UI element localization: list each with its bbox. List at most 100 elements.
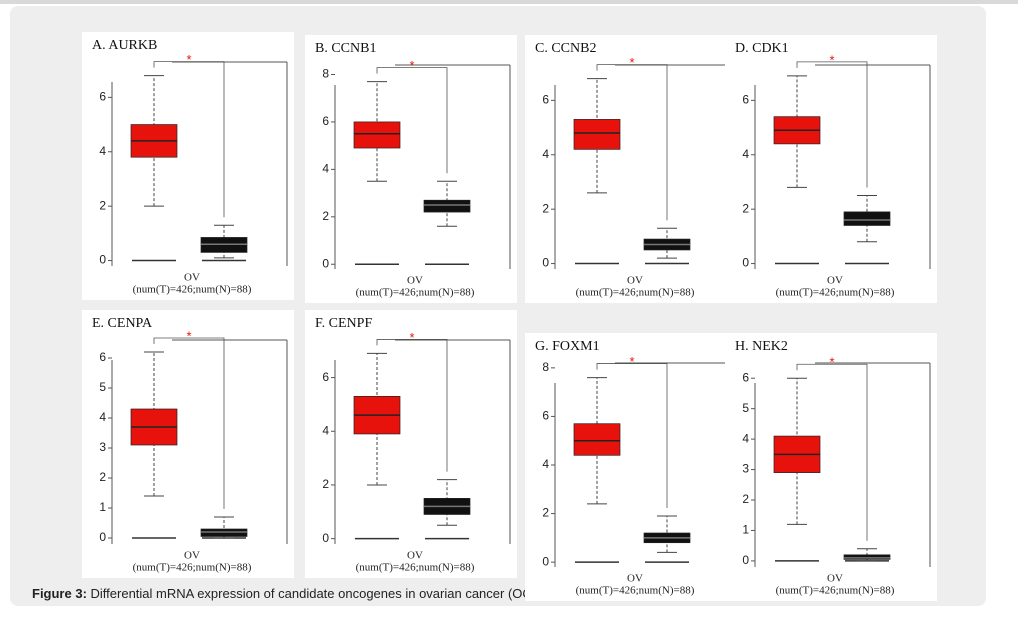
y-tick-label: 2 [322, 209, 329, 223]
significance-bracket [153, 61, 225, 218]
y-tick-label: 2 [742, 201, 749, 215]
y-tick-label: 1 [99, 500, 106, 514]
caption: Figure 3: Differential mRNA expression o… [32, 586, 536, 601]
significance-bracket [376, 339, 448, 472]
y-tick-label: 8 [322, 67, 329, 81]
y-tick-label: 4 [322, 162, 329, 176]
panel: B. CCNB1 0 2 4 6 8 * OV(num(T)=426;num(N)=88) [305, 35, 517, 303]
y-tick-label: 6 [742, 370, 749, 384]
y-tick-label: 3 [99, 440, 106, 454]
y-tick-label: 4 [99, 144, 106, 158]
y-tick-label: 0 [742, 256, 749, 270]
y-tick-label: 2 [99, 198, 106, 212]
significance-bracket [596, 363, 668, 508]
y-tick-label: 2 [542, 506, 549, 520]
y-tick-label: 6 [542, 409, 549, 423]
x-axis-label: OV [184, 272, 200, 284]
panel-title: B. CCNB1 [315, 41, 376, 56]
panel-title: A. AURKB [92, 38, 157, 53]
panel: A. AURKB 0 2 4 6 * OV(num(T)=426;num(N)=88) [82, 32, 294, 300]
y-tick-label: 0 [99, 530, 106, 544]
y-tick-label: 2 [322, 477, 329, 491]
significance-star: * [409, 330, 414, 345]
y-tick-label: 4 [742, 431, 749, 445]
significance-bracket [796, 61, 868, 188]
y-tick-label: 3 [742, 462, 749, 476]
panel-background [525, 333, 737, 601]
panel-background [725, 35, 937, 303]
y-tick-label: 0 [542, 256, 549, 270]
significance-star: * [186, 52, 191, 67]
box [573, 119, 621, 150]
significance-bracket [376, 67, 448, 174]
y-tick-label: 4 [322, 423, 329, 437]
y-tick-label: 6 [322, 114, 329, 128]
significance-star: * [186, 328, 191, 343]
y-tick-label: 4 [542, 457, 549, 471]
caption-text: Differential mRNA expression of candidat… [87, 586, 536, 601]
y-tick-label: 0 [322, 531, 329, 545]
sample-note: (num(T)=426;num(N)=88) [576, 585, 695, 597]
box [353, 121, 401, 149]
panel-background [725, 333, 937, 601]
y-tick-label: 0 [322, 256, 329, 270]
sample-note: (num(T)=426;num(N)=88) [133, 284, 252, 296]
sample-note: (num(T)=426;num(N)=88) [576, 287, 695, 299]
y-tick-label: 5 [99, 380, 106, 394]
sample-note: (num(T)=426;num(N)=88) [356, 287, 475, 299]
significance-bracket [596, 64, 668, 221]
y-tick-label: 0 [742, 553, 749, 567]
y-tick-label: 6 [99, 90, 106, 104]
y-tick-label: 5 [742, 401, 749, 415]
y-tick-label: 2 [99, 470, 106, 484]
panel-background [82, 32, 294, 300]
panel-title: G. FOXM1 [535, 339, 600, 354]
y-tick-label: 4 [542, 147, 549, 161]
panel-background [305, 35, 517, 303]
panel: F. CENPF 0 2 4 6 * OV(num(T)=426;num(N)=88) [305, 310, 517, 578]
panel-title: D. CDK1 [735, 41, 789, 56]
box [843, 211, 891, 226]
significance-star: * [629, 55, 634, 70]
y-tick-label: 6 [99, 350, 106, 364]
y-tick-label: 2 [542, 201, 549, 215]
y-tick-label: 6 [742, 93, 749, 107]
panel: G. FOXM1 0 2 4 6 8 * OV(num(T)=426;num(N)=88) [525, 333, 737, 601]
sample-note: (num(T)=426;num(N)=88) [356, 562, 475, 574]
y-tick-label: 1 [742, 523, 749, 537]
panel-background [82, 310, 294, 578]
panel-background [525, 35, 737, 303]
x-axis-label: OV [184, 550, 200, 562]
y-tick-label: 4 [99, 410, 106, 424]
significance-bracket [796, 363, 868, 541]
sample-note: (num(T)=426;num(N)=88) [133, 562, 252, 574]
box [573, 423, 621, 456]
y-tick-label: 4 [742, 147, 749, 161]
x-axis-label: OV [627, 275, 643, 287]
panel: C. CCNB2 0 2 4 6 * OV(num(T)=426;num(N)=88) [525, 35, 737, 303]
panel-background [305, 310, 517, 578]
significance-bracket [153, 337, 225, 509]
panel-title: C. CCNB2 [535, 41, 596, 56]
significance-star: * [829, 355, 834, 370]
top-bar [0, 0, 1018, 4]
panel-title: H. NEK2 [735, 339, 788, 354]
y-tick-label: 0 [99, 253, 106, 267]
caption-label: Figure 3: [32, 586, 87, 601]
panel: E. CENPA 0 1 2 3 4 5 6 * OV(num(T)=426;num(N)=88) [82, 310, 294, 578]
panel-title: E. CENPA [92, 316, 153, 331]
y-tick-label: 6 [542, 93, 549, 107]
panel-title: F. CENPF [315, 316, 372, 331]
y-tick-label: 8 [542, 360, 549, 374]
significance-star: * [829, 52, 834, 67]
box [843, 554, 891, 560]
panel: D. CDK1 0 2 4 6 * OV(num(T)=426;num(N)=88) [725, 35, 937, 303]
sample-note: (num(T)=426;num(N)=88) [776, 585, 895, 597]
box [423, 199, 471, 213]
sample-note: (num(T)=426;num(N)=88) [776, 287, 895, 299]
x-axis-label: OV [407, 275, 423, 287]
x-axis-label: OV [407, 550, 423, 562]
significance-star: * [409, 58, 414, 73]
